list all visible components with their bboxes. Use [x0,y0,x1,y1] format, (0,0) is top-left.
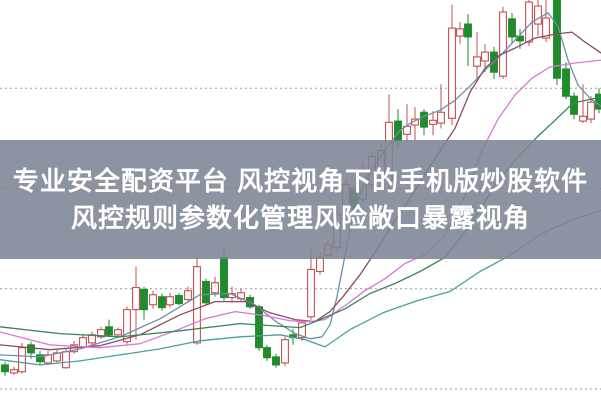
candle-body-up [114,329,122,336]
candle-body-up [123,309,131,343]
candle-body-up [587,101,595,120]
candle-body-down [220,256,228,299]
candle-body-up [193,266,201,344]
candle-body-up [10,369,18,374]
candle-body-down [508,18,516,38]
candle-body-up [316,256,324,273]
candle-body-down [394,120,402,142]
headline-line-2: 风控规则参数化管理风险敞口暴露视角 [70,203,530,233]
candle-body-up [62,351,70,369]
candle-body-up [481,51,489,62]
candle-body-down [158,296,166,309]
headline-line-1: 专业安全配资平台 风控视角下的手机版炒股软件 [12,165,589,196]
candle-body-down [595,93,601,110]
candle-body-up [97,329,105,338]
ma-slower-green [0,96,601,338]
candle-body-up [429,119,437,125]
candle-body-down [420,111,428,128]
candle-body-up [473,56,481,67]
candle-body-up [542,17,550,39]
candle-body-down [272,356,280,366]
candle-body-up [448,27,456,119]
candle-body-down [1,364,9,373]
candle-body-down [255,306,263,349]
candle-body-down [105,326,113,336]
candle-body-up [211,282,219,294]
candle-body-down [140,288,148,311]
candle-body-up [437,111,445,124]
candle-body-down [36,354,44,363]
candle-body-down [202,280,210,304]
candle-body-up [456,28,464,37]
candle-body-up [149,294,157,306]
candle-body-down [175,294,183,305]
candle-body-up [79,337,87,348]
candle-body-up [132,286,140,311]
candle-body-up [184,290,192,301]
candle-body-up [18,347,26,373]
candle-body-up [579,115,587,122]
candle-body-up [281,339,289,364]
candle-body-up [307,268,315,318]
candle-body-up [166,296,174,306]
candle-body-down [562,68,570,97]
candle-body-down [553,0,561,79]
candle-body-down [464,23,472,38]
candle-body-up [534,5,542,25]
headline-banner: 专业安全配资平台 风控视角下的手机版炒股软件 风控规则参数化管理风险敞口暴露视角 [0,140,601,259]
candle-body-down [263,347,271,359]
candle-body-up [499,11,507,77]
candle-body-up [298,322,306,339]
candle-body-down [27,344,35,354]
